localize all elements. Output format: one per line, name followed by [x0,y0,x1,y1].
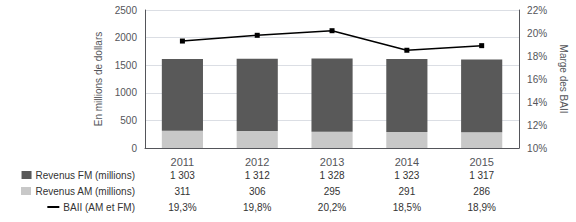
svg-text:20,2%: 20,2% [318,202,346,213]
svg-text:19,8%: 19,8% [243,202,271,213]
svg-text:2015: 2015 [469,156,493,168]
svg-text:291: 291 [399,186,416,197]
svg-text:14%: 14% [527,97,547,108]
svg-text:1 323: 1 323 [394,170,419,181]
svg-text:16%: 16% [527,74,547,85]
svg-text:2012: 2012 [245,156,269,168]
svg-text:286: 286 [473,186,490,197]
svg-text:311: 311 [174,186,190,197]
svg-text:1500: 1500 [115,60,138,71]
svg-text:18%: 18% [527,51,547,62]
svg-text:295: 295 [324,186,341,197]
svg-text:Marge des BAII: Marge des BAII [558,45,569,114]
svg-text:20%: 20% [527,28,547,39]
svg-text:1000: 1000 [115,87,138,98]
svg-text:BAII (AM et FM): BAII (AM et FM) [63,202,135,213]
svg-text:10%: 10% [527,143,547,154]
svg-text:18,5%: 18,5% [393,202,421,213]
svg-text:1 312: 1 312 [245,170,270,181]
svg-text:22%: 22% [527,5,547,16]
svg-text:0: 0 [131,143,137,154]
svg-text:1 317: 1 317 [469,170,494,181]
svg-text:306: 306 [249,186,266,197]
svg-text:500: 500 [120,115,137,126]
svg-text:19,3%: 19,3% [168,202,196,213]
svg-text:2014: 2014 [395,156,419,168]
svg-text:1 328: 1 328 [320,170,345,181]
svg-text:2500: 2500 [115,5,138,16]
svg-text:2013: 2013 [320,156,344,168]
svg-text:Revenus AM (millions): Revenus AM (millions) [36,186,135,197]
svg-text:2011: 2011 [171,156,195,168]
svg-text:1 303: 1 303 [170,170,195,181]
svg-text:12%: 12% [527,120,547,131]
svg-text:18,9%: 18,9% [467,202,495,213]
svg-text:En millions de dollars: En millions de dollars [93,32,104,127]
svg-text:2000: 2000 [115,32,138,43]
svg-text:Revenus FM (millions): Revenus FM (millions) [36,170,135,181]
